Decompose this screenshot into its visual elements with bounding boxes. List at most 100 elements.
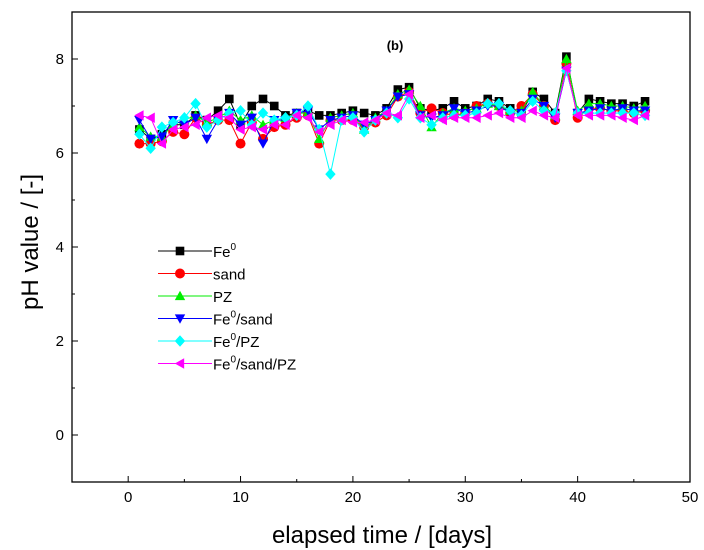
- ticks-layer: 0 10 20 30 40 50 0 2 4 6 8: [56, 51, 699, 506]
- data-point-series-5: [370, 114, 380, 126]
- y-tick-label: 6: [56, 145, 64, 162]
- data-point-series-3: [190, 113, 201, 123]
- legend-label: PZ: [213, 289, 232, 306]
- data-point-series-5: [280, 119, 290, 130]
- data-point-series-5: [336, 114, 346, 126]
- data-point-series-5: [403, 89, 414, 100]
- data-point-series-3: [156, 132, 168, 142]
- series-line-5: [139, 68, 646, 145]
- data-point-series-3: [145, 134, 156, 145]
- data-point-series-0: [269, 101, 279, 111]
- legend-marker: [174, 290, 186, 301]
- legend-label: sand: [213, 267, 246, 284]
- data-point-series-1: [426, 103, 437, 114]
- data-point-series-3: [392, 92, 404, 102]
- data-point-series-4: [134, 128, 145, 140]
- data-point-series-0: [449, 97, 459, 106]
- data-point-series-3: [235, 120, 246, 130]
- data-point-series-5: [426, 110, 436, 121]
- data-point-series-5: [291, 110, 301, 121]
- data-point-series-0: [247, 101, 257, 111]
- data-point-series-0: [258, 94, 268, 104]
- data-point-series-5: [415, 112, 425, 123]
- legend-label: Fe0/sand: [213, 310, 273, 329]
- plot-area-border: [71, 11, 691, 483]
- data-point-series-4: [505, 104, 516, 117]
- data-point-series-4: [426, 119, 437, 131]
- plot-frame: [71, 11, 691, 483]
- data-point-series-5: [325, 119, 335, 130]
- x-tick-label: 40: [569, 489, 586, 506]
- data-point-series-5: [235, 124, 245, 135]
- data-point-series-4: [482, 97, 493, 110]
- data-point-series-5: [572, 110, 582, 121]
- data-point-series-4: [358, 126, 370, 138]
- data-point-series-5: [460, 112, 470, 123]
- legend-label: Fe0/sand/PZ: [213, 355, 296, 374]
- legend-label: Fe0/PZ: [213, 332, 259, 351]
- data-point-series-5: [505, 112, 515, 123]
- data-point-series-4: [257, 107, 269, 119]
- data-point-series-4: [235, 104, 246, 117]
- data-point-series-5: [179, 121, 189, 133]
- data-point-series-5: [381, 107, 391, 119]
- data-point-series-5: [628, 114, 638, 126]
- legend-marker: [175, 246, 185, 256]
- data-point-series-5: [358, 117, 369, 128]
- data-point-series-5: [471, 112, 481, 123]
- data-point-series-0: [314, 111, 324, 120]
- data-point-series-5: [201, 112, 211, 123]
- y-tick-label: 2: [56, 333, 64, 350]
- series-layer: [134, 52, 651, 180]
- data-point-series-5: [190, 119, 200, 130]
- data-point-series-5: [549, 112, 560, 123]
- data-point-series-4: [527, 95, 538, 108]
- data-point-series-4: [549, 107, 561, 119]
- y-tick-label: 4: [56, 239, 64, 256]
- data-point-series-4: [145, 142, 156, 155]
- data-point-series-4: [493, 97, 505, 110]
- data-point-series-5: [527, 105, 537, 116]
- data-point-series-4: [190, 97, 201, 110]
- series-5: [134, 63, 650, 149]
- data-point-series-5: [145, 112, 155, 123]
- legend-entry-2: PZ: [158, 289, 232, 306]
- data-point-series-3: [257, 139, 269, 149]
- data-point-series-5: [493, 107, 504, 119]
- data-point-series-5: [392, 110, 403, 121]
- data-point-series-0: [539, 94, 549, 104]
- legend-marker: [175, 268, 185, 279]
- x-tick-label: 0: [124, 489, 132, 506]
- data-point-series-1: [134, 138, 145, 149]
- data-point-series-4: [212, 114, 224, 126]
- data-point-series-0: [359, 108, 369, 118]
- series-3: [134, 66, 651, 149]
- legend-marker: [174, 335, 186, 347]
- data-point-series-5: [347, 117, 358, 128]
- x-tick-label: 20: [345, 489, 362, 506]
- legend-entry-4: Fe0/PZ: [158, 332, 259, 351]
- data-point-series-4: [302, 100, 314, 112]
- data-point-series-5: [167, 124, 178, 135]
- data-point-series-4: [538, 104, 550, 117]
- data-point-series-5: [639, 110, 650, 121]
- data-point-series-3: [325, 115, 336, 126]
- legend-label: Fe0: [213, 242, 237, 261]
- data-point-series-2: [415, 100, 426, 111]
- legend-entry-1: sand: [158, 267, 246, 284]
- data-point-series-2: [527, 86, 538, 97]
- legend-entry-5: Fe0/sand/PZ: [158, 355, 296, 374]
- x-axis-label: elapsed time / [days]: [272, 522, 492, 549]
- data-point-series-4: [156, 121, 168, 133]
- data-point-series-5: [482, 110, 492, 121]
- data-point-series-2: [561, 53, 572, 64]
- data-point-series-5: [516, 112, 526, 123]
- legend-entry-3: Fe0/sand: [158, 310, 273, 329]
- data-point-series-4: [201, 121, 213, 133]
- legend: Fe0 sand PZ Fe0/sand Fe0/PZ Fe0/sand/PZ: [158, 242, 296, 374]
- data-point-series-3: [246, 113, 257, 123]
- legend-marker: [174, 314, 186, 324]
- y-tick-label: 0: [56, 427, 64, 444]
- y-tick-label: 8: [56, 51, 64, 68]
